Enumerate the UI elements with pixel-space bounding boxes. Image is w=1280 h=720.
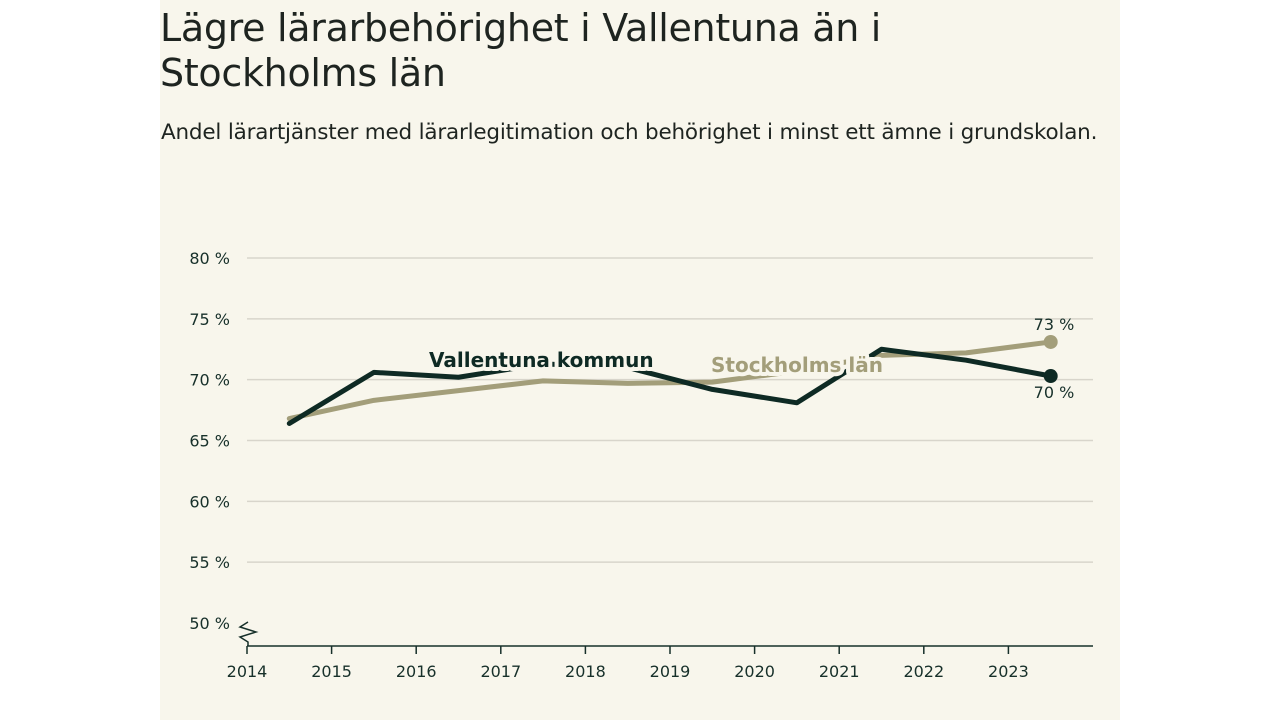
series-endpoint-stockholms-lan [1043, 334, 1058, 349]
series-labels: Stockholms län Vallentuna kommun 73 % 70 % [425, 315, 1075, 402]
x-tick-label: 2015 [311, 662, 352, 681]
axis-break-mark [238, 621, 259, 646]
x-tick-label: 2019 [650, 662, 691, 681]
y-tick-label: 60 % [189, 492, 230, 511]
x-tick-label: 2021 [819, 662, 860, 681]
y-axis-ticks: 80 % 75 % 70 % 65 % 60 % 55 % 50 % [189, 249, 230, 633]
x-tick-label: 2016 [396, 662, 437, 681]
y-tick-label: 75 % [189, 310, 230, 329]
x-tick-label: 2023 [988, 662, 1029, 681]
y-tick-label: 55 % [189, 553, 230, 572]
chart-title: Lägre lärarbehörighet i Vallentuna än i … [160, 6, 882, 95]
chart-subtitle: Andel lärartjänster med lärarlegitimatio… [161, 120, 1098, 145]
y-tick-label: 65 % [189, 432, 230, 451]
x-tick-label: 2022 [903, 662, 944, 681]
end-value-label-stockholms-lan: 73 % [1034, 315, 1075, 334]
x-tick-label: 2020 [734, 662, 775, 681]
gridlines [247, 257, 1093, 563]
series-label-stockholms-lan: Stockholms län [711, 353, 883, 377]
x-tick-label: 2017 [480, 662, 521, 681]
series-endpoint-vallentuna-kommun [1043, 369, 1058, 384]
x-axis: 2014 2015 2016 2017 2018 2019 2020 2021 2022 2023 [227, 621, 1093, 681]
x-tick-label: 2018 [565, 662, 606, 681]
series-label-vallentuna-kommun: Vallentuna kommun [429, 348, 654, 372]
y-tick-label: 70 % [189, 371, 230, 390]
series-line-vallentuna-kommun [286, 346, 1054, 426]
series-lines [286, 334, 1058, 426]
x-tick-label: 2014 [227, 662, 268, 681]
y-tick-label: 80 % [189, 249, 230, 268]
end-value-label-vallentuna-kommun: 70 % [1034, 383, 1075, 402]
y-tick-label: 50 % [189, 614, 230, 633]
